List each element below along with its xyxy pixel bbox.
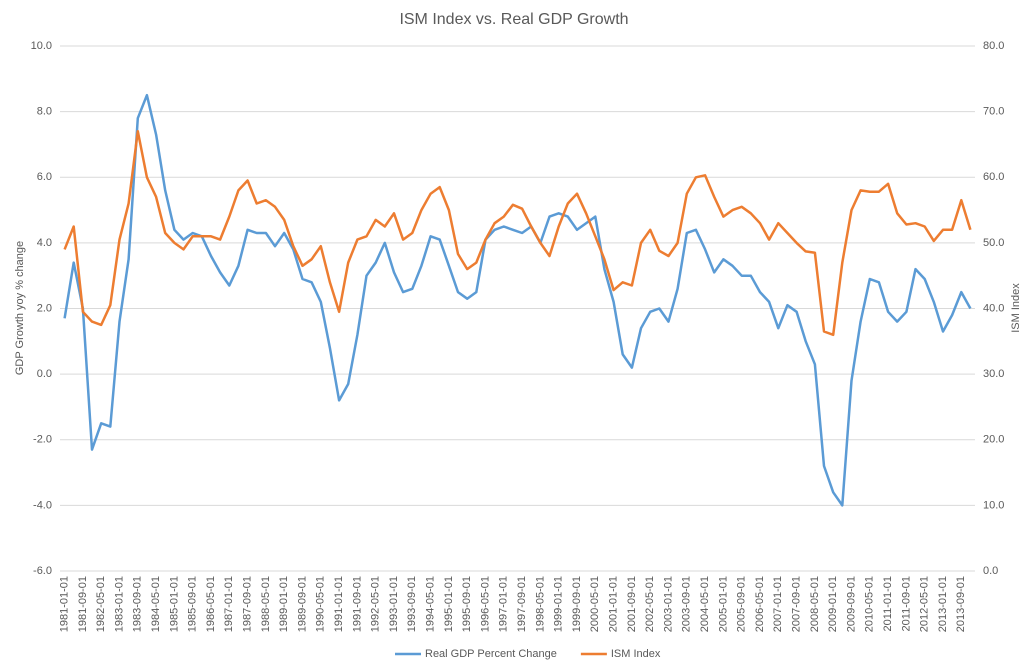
x-tick-label: 1997-09-01 [516,576,528,632]
x-tick-label: 2009-01-01 [827,576,839,632]
x-tick-label: 2011-09-01 [900,576,912,631]
x-tick-label: 2005-01-01 [717,576,729,632]
x-tick-label: 1998-05-01 [534,576,546,632]
legend-label: ISM Index [611,648,661,660]
x-tick-label: 1982-05-01 [95,576,107,632]
x-tick-label: 1983-09-01 [132,576,144,632]
chart-title: ISM Index vs. Real GDP Growth [399,11,628,28]
y-tick-label: 10.0 [31,40,52,52]
y-tick-label: 2.0 [37,302,52,314]
x-tick-label: 2011-01-01 [882,576,894,631]
x-tick-label: 1981-01-01 [58,576,70,632]
y-tick-label: 6.0 [37,171,52,183]
x-tick-label: 1989-09-01 [296,576,308,632]
x-tick-label: 2004-05-01 [699,576,711,632]
y2-tick-label: 80.0 [983,40,1004,52]
y-tick-label: -2.0 [33,434,52,446]
y-tick-label: 0.0 [37,368,52,380]
x-tick-label: 1995-09-01 [461,576,473,632]
y2-tick-label: 20.0 [983,434,1004,446]
series-line [63,130,972,337]
x-tick-label: 1993-09-01 [406,576,418,632]
x-tick-label: 2013-01-01 [937,576,949,632]
x-tick-label: 1995-01-01 [443,576,455,632]
x-tick-label: 2001-01-01 [607,576,619,632]
x-tick-label: 1983-01-01 [113,576,125,632]
y-axis-title: GDP Growth yoy % change [14,241,26,375]
x-tick-label: 1988-05-01 [260,576,272,632]
y2-tick-label: 10.0 [983,499,1004,511]
x-tick-label: 2013-09-01 [955,576,967,632]
y-tick-label: -4.0 [33,499,52,511]
x-tick-label: 1987-09-01 [241,576,253,632]
y2-tick-label: 60.0 [983,171,1004,183]
x-tick-label: 2003-09-01 [681,576,693,632]
x-tick-label: 2002-05-01 [644,576,656,632]
x-tick-label: 2006-05-01 [754,576,766,632]
x-tick-label: 1990-05-01 [315,576,327,632]
x-tick-label: 2001-09-01 [626,576,638,632]
y2-tick-label: 0.0 [983,565,998,577]
x-tick-label: 1981-09-01 [77,576,89,632]
y2-tick-label: 70.0 [983,106,1004,118]
y-tick-label: 8.0 [37,106,52,118]
x-tick-label: 2003-01-01 [662,576,674,632]
x-tick-label: 1996-05-01 [479,576,491,632]
y-tick-label: 4.0 [37,237,52,249]
x-tick-label: 2007-09-01 [790,576,802,632]
x-tick-label: 1994-05-01 [424,576,436,632]
legend-label: Real GDP Percent Change [425,648,557,660]
x-tick-label: 2008-05-01 [809,576,821,632]
x-tick-label: 1985-09-01 [187,576,199,632]
x-tick-label: 2000-05-01 [589,576,601,632]
y-tick-label: -6.0 [33,565,52,577]
x-tick-label: 1989-01-01 [278,576,290,632]
x-tick-label: 2007-01-01 [772,576,784,632]
series-line [63,93,972,507]
y2-tick-label: 40.0 [983,302,1004,314]
x-tick-label: 1985-01-01 [168,576,180,632]
x-tick-label: 1984-05-01 [150,576,162,632]
x-tick-label: 1991-09-01 [351,576,363,632]
x-tick-label: 1997-01-01 [498,576,510,632]
y2-tick-label: 30.0 [983,368,1004,380]
x-tick-label: 1992-05-01 [370,576,382,632]
x-tick-label: 2010-05-01 [864,576,876,632]
x-tick-label: 1986-05-01 [205,576,217,632]
x-tick-label: 1999-01-01 [553,576,565,632]
x-tick-label: 1993-01-01 [388,576,400,632]
y2-axis-title: ISM Index [1010,283,1022,333]
y2-tick-label: 50.0 [983,237,1004,249]
x-tick-label: 2012-05-01 [919,576,931,632]
x-tick-label: 1999-09-01 [571,576,583,632]
x-tick-label: 1987-01-01 [223,576,235,632]
x-tick-label: 1991-01-01 [333,576,345,632]
x-tick-label: 2005-09-01 [736,576,748,632]
x-tick-label: 2009-09-01 [845,576,857,632]
